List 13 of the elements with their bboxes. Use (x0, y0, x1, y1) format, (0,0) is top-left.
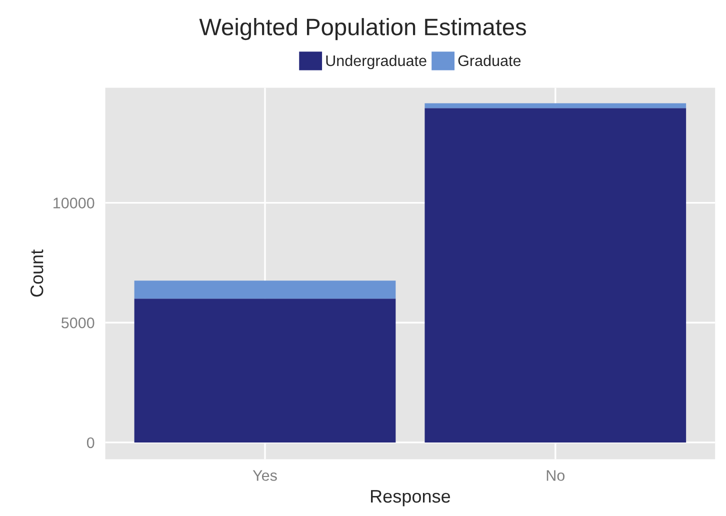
x-axis-title: Response (371, 490, 450, 506)
y-tick-label: 5000 (61, 317, 94, 328)
y-axis-title: Count (30, 250, 44, 297)
bar (424, 103, 686, 108)
bar (134, 298, 396, 442)
chart-title: Weighted Population Estimates (199, 18, 526, 40)
bar (134, 280, 396, 299)
x-tick-label: No (546, 470, 565, 481)
y-tick-label: 10000 (54, 198, 94, 208)
x-tick-label: Yes (252, 470, 277, 481)
legend-label: Undergraduate (326, 54, 426, 70)
legend-label: Graduate (458, 54, 521, 66)
y-tick-label: 0 (86, 437, 94, 448)
